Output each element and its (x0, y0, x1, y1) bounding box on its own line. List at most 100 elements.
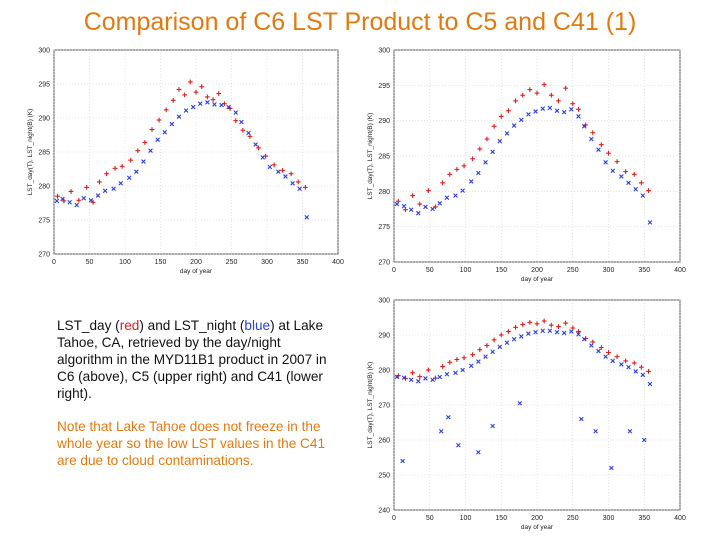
night-point (576, 331, 581, 337)
night-point (246, 130, 251, 136)
day-point (119, 163, 125, 169)
x-tick-label: 50 (426, 515, 434, 522)
night-point (589, 343, 594, 348)
day-point (112, 165, 118, 171)
night-point (610, 168, 616, 174)
day-point (491, 337, 497, 343)
y-tick-label: 300 (38, 48, 50, 55)
day-point (233, 118, 239, 124)
night-point (569, 329, 574, 334)
day-point (541, 82, 547, 88)
night-point (490, 149, 495, 155)
day-point (149, 127, 155, 132)
day-point (614, 159, 620, 165)
night-point (205, 100, 210, 105)
night-point (453, 193, 458, 198)
night-point (476, 359, 481, 364)
night-point (619, 174, 624, 179)
night-point (640, 193, 646, 198)
x-tick-label: 200 (190, 259, 202, 266)
day-point (280, 167, 286, 173)
x-tick-label: 200 (531, 515, 543, 522)
night-point (260, 155, 266, 160)
night-point (126, 175, 132, 181)
day-point (470, 156, 476, 162)
day-point (598, 345, 604, 350)
day-point (425, 367, 431, 373)
day-point (534, 321, 540, 327)
x-tick-label: 350 (297, 259, 309, 266)
day-point (128, 157, 134, 163)
y-tick-label: 240 (378, 508, 390, 515)
night-point (647, 220, 653, 225)
day-point (491, 123, 497, 129)
day-point (240, 127, 246, 133)
x-tick-label: 150 (155, 259, 167, 266)
night-point (438, 428, 444, 434)
day-point (425, 188, 431, 194)
day-point (563, 85, 568, 91)
day-point (570, 101, 576, 107)
night-point (394, 201, 400, 207)
chart-c41-scatter: 0 50 100 150 200 250 300 350 400 240 250 260 270 280 2… (367, 298, 686, 532)
day-point (142, 140, 148, 145)
lst-night-series (394, 105, 653, 225)
night-point (603, 354, 608, 360)
night-point (561, 330, 567, 336)
night-point (267, 164, 273, 170)
day-point (646, 369, 651, 374)
description-paragraph: LST_day (red) and LST_night (blue) at La… (57, 317, 332, 402)
day-point (170, 97, 176, 103)
day-point (638, 180, 644, 186)
night-point (554, 108, 560, 114)
night-point (444, 195, 450, 201)
night-point (176, 114, 182, 119)
day-point (193, 89, 199, 95)
day-point (440, 180, 446, 186)
night-point (444, 371, 450, 377)
night-point (569, 107, 574, 112)
lst-night-series (54, 100, 310, 220)
day-point (556, 98, 561, 104)
night-point (219, 102, 224, 108)
day-point (623, 358, 629, 364)
day-point (548, 92, 554, 98)
night-point (416, 210, 421, 216)
x-tick-label: 250 (567, 267, 579, 274)
night-point (401, 203, 407, 209)
figure-description: LST_day (red) and LST_night (blue) at La… (57, 317, 332, 469)
night-point (88, 197, 94, 203)
night-point (576, 114, 581, 119)
x-tick-label: 100 (460, 515, 472, 522)
chart-c5-scatter: 0 50 100 150 200 250 300 350 400 270 275 280 285 290 2… (367, 48, 686, 284)
day-point (520, 92, 526, 98)
day-point (484, 343, 490, 348)
day-point (199, 84, 205, 90)
y-tick-label: 270 (38, 252, 50, 259)
night-point (148, 148, 153, 153)
night-point (596, 348, 601, 354)
day-point (520, 322, 526, 327)
day-point (216, 91, 222, 96)
night-point (504, 131, 510, 136)
night-point (408, 377, 414, 383)
x-tick-label: 350 (638, 267, 650, 274)
night-point (511, 123, 517, 128)
y-tick-label: 290 (38, 116, 50, 123)
night-point (579, 416, 584, 422)
day-point (513, 324, 518, 330)
night-point (533, 109, 538, 114)
night-point (197, 101, 203, 107)
slide-title: Comparison of C6 LST Product to C5 and C… (83, 8, 637, 36)
night-point (511, 336, 517, 342)
day-point (417, 374, 423, 380)
night-point (518, 334, 524, 339)
day-point (410, 193, 415, 198)
night-point (304, 214, 310, 220)
y-tick-label: 270 (378, 260, 390, 267)
description-part2: ) and LST_night ( (139, 318, 245, 333)
night-point (111, 186, 116, 192)
day-point (527, 320, 533, 325)
lst-day-series (395, 318, 651, 381)
day-point (576, 329, 581, 334)
